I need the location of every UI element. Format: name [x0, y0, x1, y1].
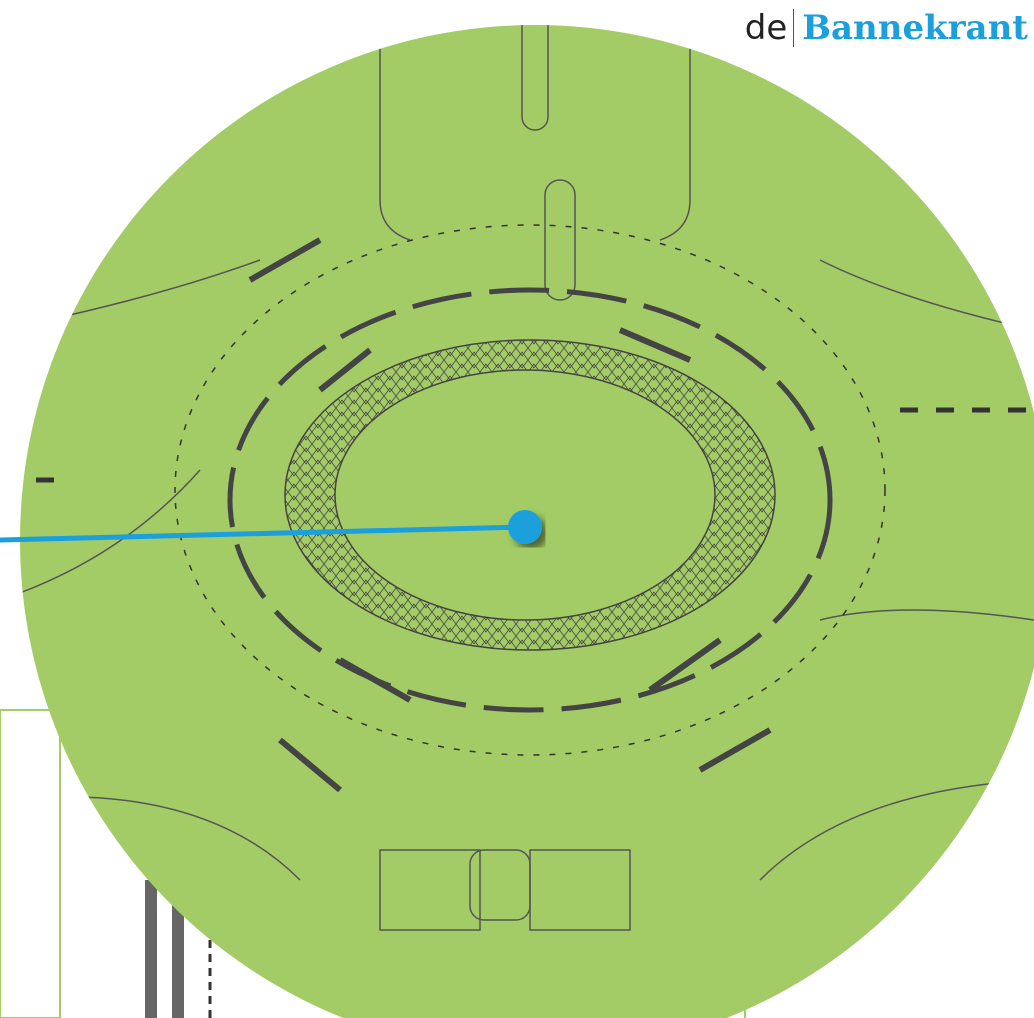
page: de Bannekrant (() => { const data = JSON…: [0, 0, 1034, 1018]
logo: de Bannekrant: [745, 8, 1028, 48]
pointer-dot: [508, 510, 542, 544]
logo-name: Bannekrant: [794, 8, 1028, 48]
illustration: [0, 0, 1034, 1018]
logo-prefix: de: [745, 9, 795, 47]
